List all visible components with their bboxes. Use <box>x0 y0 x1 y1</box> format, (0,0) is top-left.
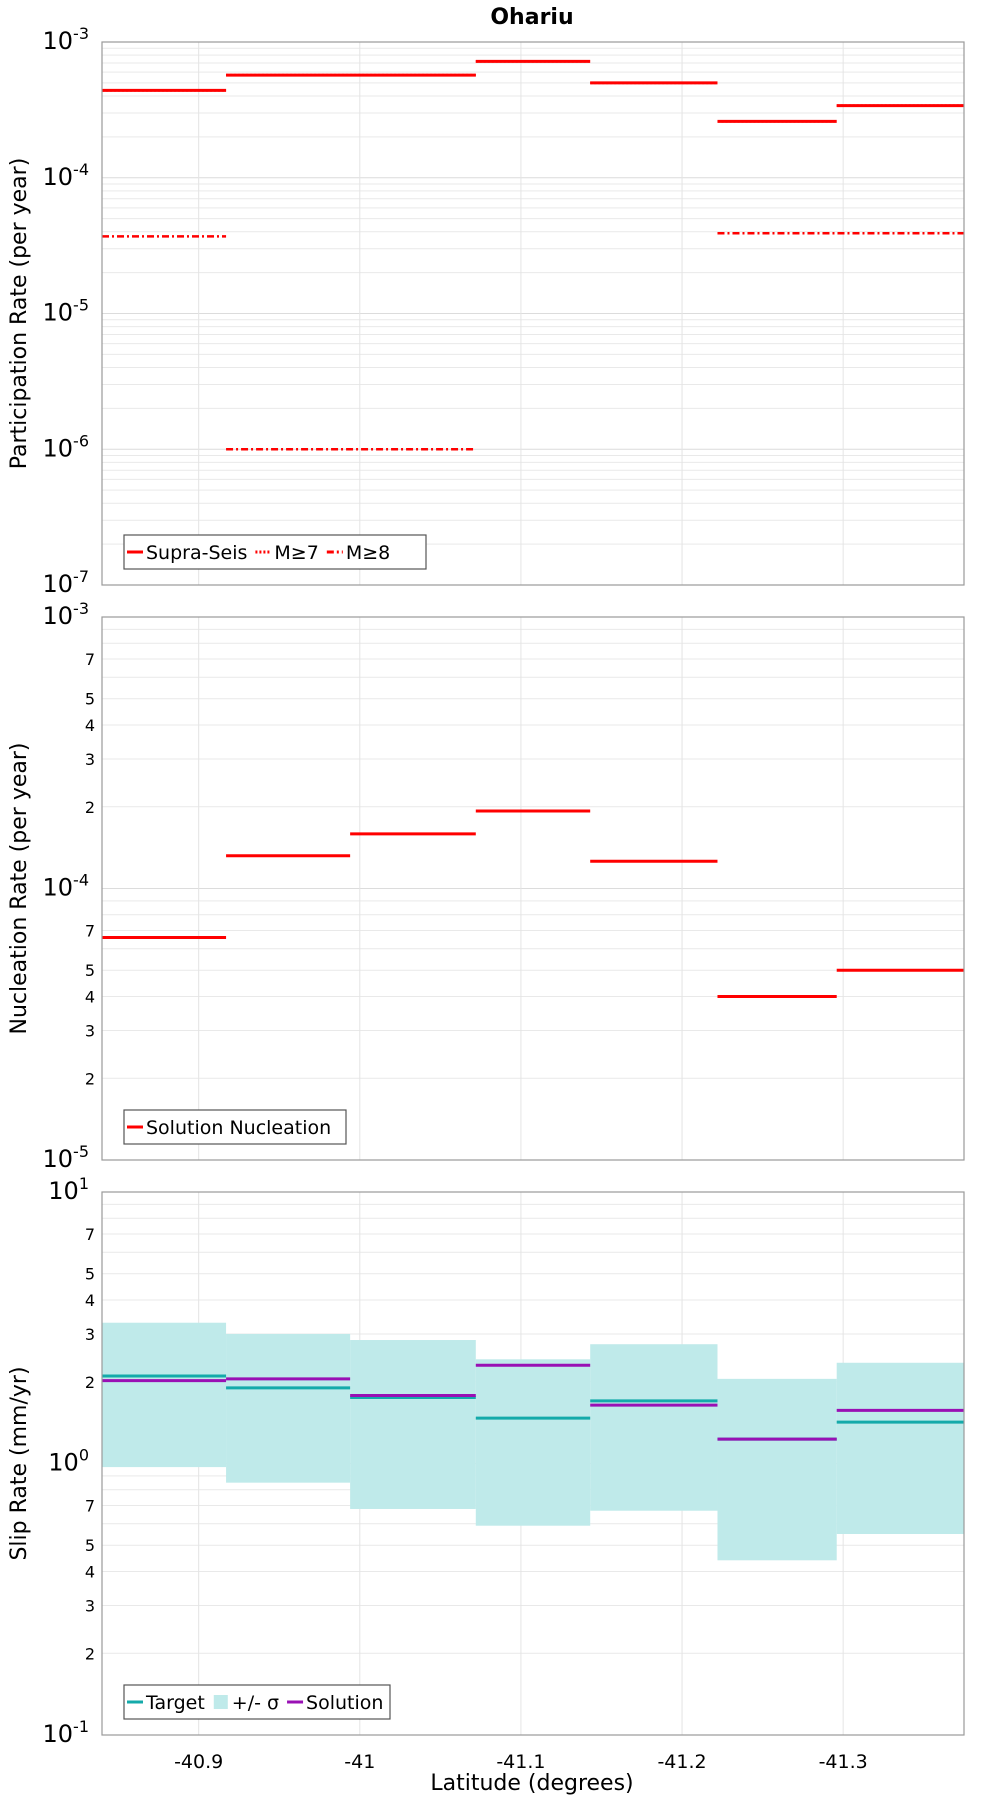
y-tick-label: 10-5 <box>43 296 90 327</box>
y-minor-tick-label: 7 <box>85 922 95 941</box>
legend: Target +/- σ Solution <box>123 1684 391 1720</box>
y-minor-tick-label: 4 <box>85 1291 95 1310</box>
x-axis-label: Latitude (degrees) <box>430 1771 633 1796</box>
y-tick-label: 10-3 <box>43 24 90 55</box>
plot-frame <box>101 1191 965 1736</box>
legend-label: +/- σ <box>232 1692 279 1714</box>
legend-box <box>123 1109 347 1145</box>
y-tick-label: 10-6 <box>43 431 90 462</box>
x-tick-label: -41.2 <box>657 1751 706 1773</box>
sigma-band-segment <box>475 1359 591 1526</box>
panel-1: 10-3 10-4 10-5 10-6 10-7 Participation Rate (… <box>7 24 965 598</box>
y-minor-tick-label: 4 <box>85 988 95 1007</box>
legend-label: Solution <box>306 1692 383 1714</box>
y-minor-tick-label: 4 <box>85 1563 95 1582</box>
legend-box <box>123 534 427 570</box>
y-tick-label: 10-5 <box>43 1142 90 1173</box>
sigma-band-segment <box>590 1344 718 1511</box>
y-minor-tick-label: 3 <box>85 1596 95 1615</box>
y-axis-label: Participation Rate (per year) <box>7 158 32 470</box>
y-minor-tick-label: 5 <box>85 690 95 709</box>
x-tick-label: -40.9 <box>174 1751 223 1773</box>
y-minor-tick-label: 2 <box>85 1373 95 1392</box>
y-minor-tick-label: 2 <box>85 798 95 817</box>
legend-label: Supra-Seis <box>146 542 247 564</box>
y-tick-label: 101 <box>48 1174 89 1205</box>
panel-2: 10-3 10-4 10-5 7 5 4 3 2 7 5 4 3 2 Nucleation Rate (p… <box>7 599 965 1173</box>
y-minor-tick-label: 5 <box>85 1265 95 1284</box>
sigma-band-segment <box>226 1333 351 1483</box>
sigma-band-segment <box>350 1340 476 1509</box>
sigma-band-segment <box>102 1322 227 1468</box>
legend-label: Target <box>145 1692 205 1714</box>
y-tick-label: 10-3 <box>43 599 90 630</box>
y-tick-label: 10-4 <box>43 160 90 191</box>
y-minor-tick-label: 2 <box>85 1069 95 1088</box>
y-minor-tick-label: 2 <box>85 1644 95 1663</box>
y-minor-tick-label: 3 <box>85 1325 95 1344</box>
panel-3: 101 100 10-1 7 5 4 3 2 7 5 4 3 2 Slip Rate (mm/yr) -40… <box>7 1174 965 1773</box>
plot-frame <box>101 616 965 1161</box>
y-minor-tick-label: 4 <box>85 716 95 735</box>
y-tick-label: 10-4 <box>43 871 90 902</box>
y-minor-tick-label: 5 <box>85 961 95 980</box>
x-tick-label: -41.3 <box>819 1751 868 1773</box>
legend: Supra-Seis M≥7 M≥8 <box>123 534 427 570</box>
y-tick-label: 10-7 <box>43 567 90 598</box>
legend-swatch <box>213 1695 228 1709</box>
y-axis-label: Slip Rate (mm/yr) <box>7 1366 32 1560</box>
y-axis-label: Nucleation Rate (per year) <box>7 743 32 1035</box>
legend-label: Solution Nucleation <box>146 1117 331 1139</box>
y-minor-tick-label: 3 <box>85 1021 95 1040</box>
y-minor-tick-label: 7 <box>85 650 95 669</box>
plot-frame <box>101 41 965 586</box>
chart-title: Ohariu <box>490 5 573 30</box>
x-tick-label: -41 <box>344 1751 375 1773</box>
y-minor-tick-label: 7 <box>85 1497 95 1516</box>
sigma-band-segment <box>717 1378 837 1561</box>
y-minor-tick-label: 3 <box>85 750 95 769</box>
legend-label: M≥7 <box>274 542 318 564</box>
sigma-band-segment <box>836 1362 964 1534</box>
y-minor-tick-label: 5 <box>85 1536 95 1555</box>
legend-label: M≥8 <box>346 542 390 564</box>
x-tick-label: -41.1 <box>496 1751 545 1773</box>
y-tick-label: 10-1 <box>43 1717 90 1748</box>
y-minor-tick-label: 7 <box>85 1225 95 1244</box>
legend-box <box>123 1684 391 1720</box>
y-tick-label: 100 <box>48 1446 89 1477</box>
legend: Solution Nucleation <box>123 1109 347 1145</box>
